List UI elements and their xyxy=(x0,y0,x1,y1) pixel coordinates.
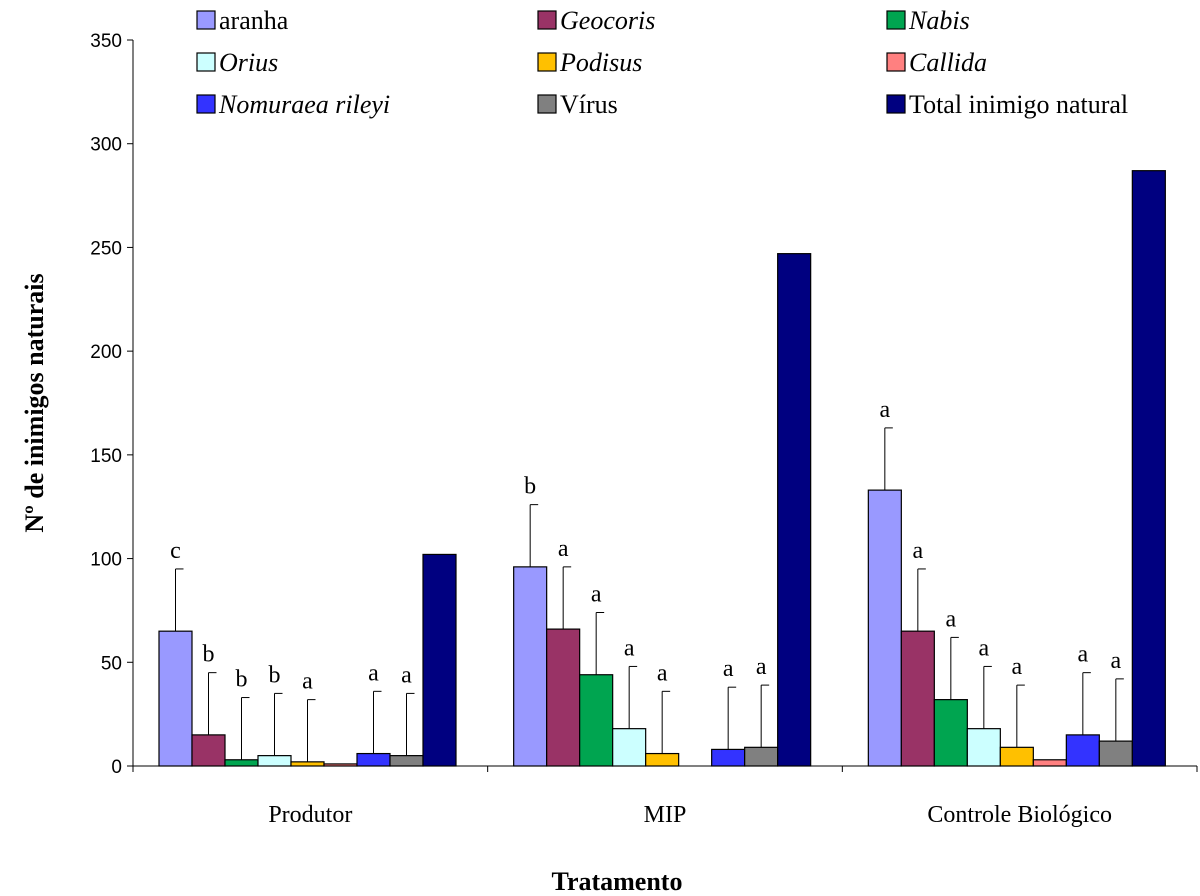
significance-letter: a xyxy=(946,606,957,632)
y-tick-label: 200 xyxy=(90,342,122,363)
legend-item: Podisus xyxy=(537,48,642,77)
significance-letter: a xyxy=(1012,654,1023,680)
legend-item: Nomuraea rileyi xyxy=(196,90,390,119)
significance-letter: b xyxy=(269,662,281,688)
significance-letter: a xyxy=(1111,648,1122,674)
significance-letter: a xyxy=(979,635,990,661)
y-axis-title: Nº de inimigos naturais xyxy=(20,273,49,532)
bar-geocoris xyxy=(191,734,226,767)
significance-letter: b xyxy=(524,474,536,500)
legend-item: Callida xyxy=(886,48,987,77)
y-tick-label: 250 xyxy=(90,238,122,259)
y-tick-label: 0 xyxy=(111,757,122,778)
bar-nomuraea-rileyi xyxy=(711,748,746,767)
x-tick-label: Controle Biológico xyxy=(927,802,1112,828)
bar-nabis xyxy=(579,674,614,767)
significance-letter: b xyxy=(236,667,248,693)
bar-orius xyxy=(612,728,647,767)
significance-letter: a xyxy=(756,654,767,680)
significance-letter: a xyxy=(880,397,891,423)
legend-item: Vírus xyxy=(537,90,618,119)
legend-label: Callida xyxy=(909,48,987,77)
bar-total-inimigo-natural xyxy=(1131,170,1166,767)
significance-letter: a xyxy=(913,538,924,564)
x-axis-title: Tratamento xyxy=(552,867,683,896)
significance-letter: c xyxy=(170,538,181,564)
legend-swatch xyxy=(886,52,906,72)
legend-swatch xyxy=(537,10,557,30)
bar-callida xyxy=(323,763,358,767)
legend-swatch xyxy=(196,94,216,114)
legend-swatch xyxy=(537,94,557,114)
legend-item: aranha xyxy=(196,6,289,35)
legend-label: Nomuraea rileyi xyxy=(218,90,390,119)
bar-callida xyxy=(1032,759,1067,767)
significance-letter: a xyxy=(401,662,412,688)
legend-swatch xyxy=(196,52,216,72)
bar-nabis xyxy=(933,699,968,767)
bar-total-inimigo-natural xyxy=(777,253,812,767)
significance-letter: a xyxy=(368,660,379,686)
significance-letter: a xyxy=(558,536,569,562)
bar-orius xyxy=(966,728,1001,767)
legend-label: Podisus xyxy=(559,48,642,77)
bar-nomuraea-rileyi xyxy=(356,752,391,767)
bar-podisus xyxy=(999,746,1034,767)
significance-letter: a xyxy=(657,660,668,686)
bar-v-rus xyxy=(389,755,424,767)
significance-letter: a xyxy=(302,669,313,695)
significance-letter: b xyxy=(203,642,215,668)
y-tick-label: 50 xyxy=(101,653,122,674)
legend-label: Nabis xyxy=(908,6,970,35)
bar-nabis xyxy=(224,759,259,767)
x-tick-label: MIP xyxy=(644,802,687,828)
significance-letter: a xyxy=(624,635,635,661)
y-tick-label: 350 xyxy=(90,31,122,52)
bars-group xyxy=(158,170,1166,767)
legend-swatch xyxy=(886,94,906,114)
bar-podisus xyxy=(290,761,325,767)
bar-nomuraea-rileyi xyxy=(1065,734,1100,767)
legend-label: Geocoris xyxy=(560,6,655,35)
legend-swatch xyxy=(196,10,216,30)
bar-total-inimigo-natural xyxy=(422,553,457,767)
significance-letter: a xyxy=(1078,642,1089,668)
legend-label: aranha xyxy=(219,6,289,35)
bar-geocoris xyxy=(900,630,935,767)
significance-letter: a xyxy=(723,656,734,682)
bar-orius xyxy=(257,755,292,767)
bar-aranha xyxy=(867,489,902,767)
legend-item: Total inimigo natural xyxy=(886,90,1128,119)
legend-swatch xyxy=(886,10,906,30)
legend-item: Nabis xyxy=(886,6,970,35)
bar-geocoris xyxy=(546,628,581,767)
legend-label: Total inimigo natural xyxy=(909,90,1128,119)
bar-podisus xyxy=(645,752,680,767)
bar-aranha xyxy=(513,566,548,767)
y-tick-label: 300 xyxy=(90,135,122,156)
legend-label: Orius xyxy=(219,48,278,77)
legend-swatch xyxy=(537,52,557,72)
bar-aranha xyxy=(158,630,193,767)
y-tick-label: 150 xyxy=(90,446,122,467)
bar-v-rus xyxy=(744,746,779,767)
legend-label: Vírus xyxy=(560,90,618,119)
bar-v-rus xyxy=(1098,740,1133,767)
legend-item: Geocoris xyxy=(537,6,655,35)
axes: 0 50 100 150 200 250 300 350 Produtor MIP Controle… xyxy=(90,31,1198,828)
legend-item: Orius xyxy=(196,48,278,77)
x-tick-label: Produtor xyxy=(268,802,352,828)
y-tick-label: 100 xyxy=(90,550,122,571)
significance-letter: a xyxy=(591,582,602,608)
legend: aranha Geocoris Nabis Orius Podisus Callida No… xyxy=(196,6,1128,119)
